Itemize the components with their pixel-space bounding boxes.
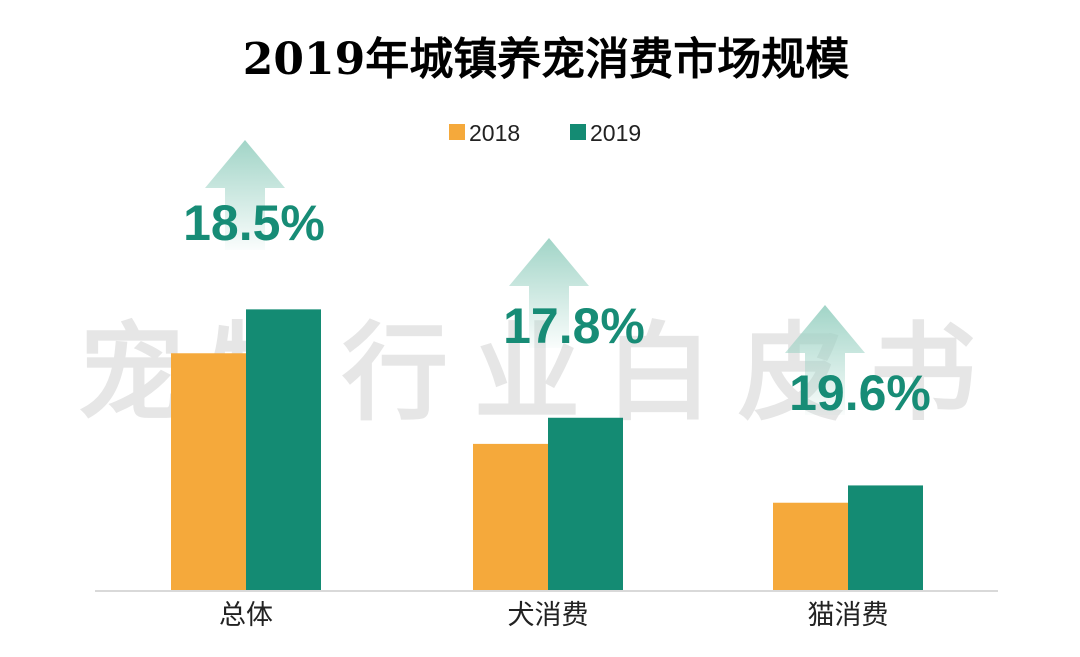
chart-title: 2019年城镇养宠消费市场规模: [243, 34, 849, 85]
growth-arrow-icon: [205, 140, 285, 250]
bar-2019-2: [848, 485, 923, 591]
growth-arrows: [205, 140, 865, 415]
legend-label-2018: 2018: [469, 120, 520, 146]
legend-swatch-2018: [449, 124, 465, 140]
legend-swatch-2019: [570, 124, 586, 140]
legend-label-2019: 2019: [590, 120, 641, 146]
growth-label: 18.5%: [183, 195, 325, 251]
growth-arrow-icon: [509, 238, 589, 348]
bars: [171, 309, 923, 591]
bar-2019-0: [246, 309, 321, 591]
bar-2019-1: [548, 417, 623, 591]
legend: 2018 2019: [449, 120, 641, 146]
bar-2018-0: [171, 353, 246, 591]
bar-2018-1: [473, 443, 548, 591]
growth-label: 19.6%: [789, 365, 931, 421]
growth-labels: 18.5% 17.8% 19.6%: [183, 195, 931, 421]
x-axis-labels: 总体 犬消费 猫消费: [219, 600, 889, 631]
growth-arrow-icon: [785, 305, 865, 415]
x-tick-label: 总体: [219, 600, 273, 631]
bar-2018-2: [773, 502, 848, 591]
x-tick-label: 猫消费: [808, 600, 889, 631]
growth-label: 17.8%: [503, 298, 645, 354]
x-tick-label: 犬消费: [508, 600, 589, 631]
